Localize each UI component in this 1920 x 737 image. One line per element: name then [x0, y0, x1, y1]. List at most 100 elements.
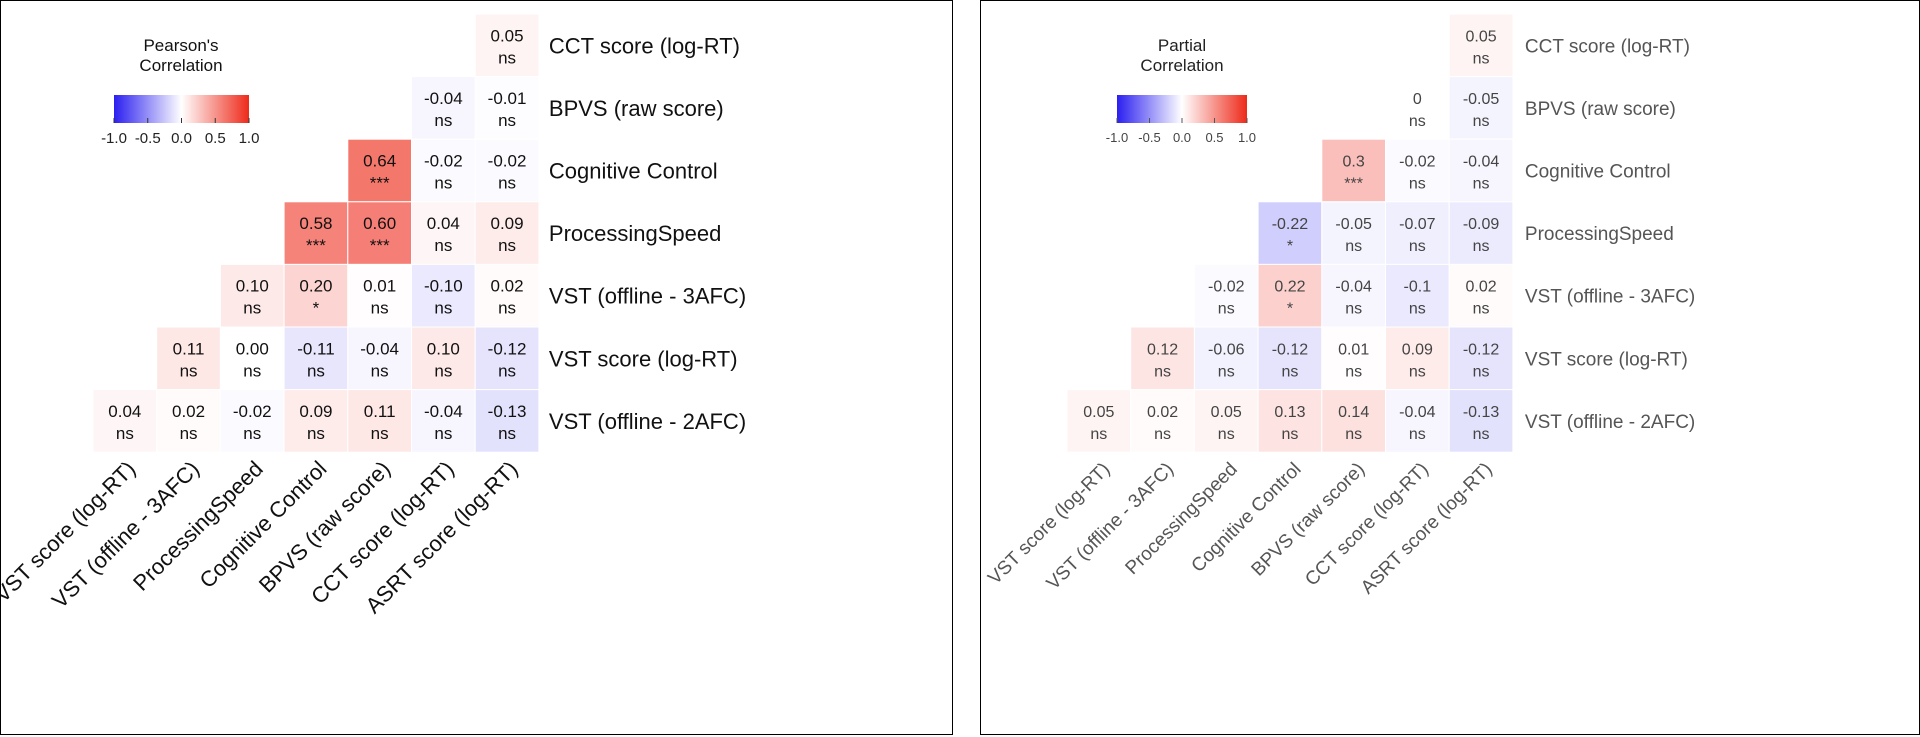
cell-value-label: 0.05 [491, 26, 524, 45]
heatmap-cell [156, 326, 221, 391]
legend-title-line: Pearson's [143, 36, 218, 55]
cell-significance-label: ns [498, 48, 516, 67]
cell-significance-label: ns [434, 111, 452, 130]
cell-significance-label: ns [371, 361, 389, 380]
column-label: BPVS (raw score) [1248, 459, 1370, 581]
cell-value-label: 0.05 [1465, 28, 1496, 45]
cell-value-label: 0.02 [491, 277, 524, 296]
column-label: ASRT score (log-RT) [1357, 459, 1497, 599]
cell-value-label: -0.02 [233, 402, 272, 421]
cell-value-label: 0.12 [1147, 341, 1178, 358]
cell-value-label: 0.60 [363, 214, 396, 233]
heatmap-cell [1385, 389, 1450, 453]
cell-value-label: 0.02 [1465, 279, 1496, 296]
cell-significance-label: ns [1409, 176, 1426, 193]
cell-value-label: 0.20 [299, 277, 332, 296]
row-label: VST (offline - 3AFC) [549, 284, 746, 309]
heatmap-cell [1385, 326, 1450, 391]
cell-significance-label: ns [1473, 426, 1490, 443]
heatmap-cell [156, 389, 221, 453]
legend-tick-label: -1.0 [1106, 130, 1128, 145]
cell-significance-label: ns [1473, 176, 1490, 193]
heatmap-cell [1130, 326, 1195, 391]
heatmap-cell [347, 326, 412, 391]
cell-significance-label: ns [1218, 301, 1235, 318]
row-label: Cognitive Control [1525, 162, 1671, 183]
cell-value-label: 0.09 [1402, 341, 1433, 358]
cell-value-label: -0.07 [1399, 216, 1436, 233]
heatmap-cell [1385, 201, 1450, 265]
row-label: CCT score (log-RT) [1525, 36, 1690, 57]
legend-tick-label: -0.5 [1138, 130, 1160, 145]
heatmap-cell [1257, 326, 1323, 391]
cell-value-label: 0.11 [173, 339, 205, 358]
cell-value-label: -0.22 [1272, 216, 1309, 233]
cell-value-label: -0.10 [424, 277, 463, 296]
cell-significance-label: ns [1473, 50, 1490, 67]
cell-value-label: -0.04 [1463, 154, 1500, 171]
cell-value-label: 0.01 [363, 277, 396, 296]
legend-tick-label: -0.5 [135, 130, 161, 147]
heatmap-cell [1130, 389, 1195, 453]
cell-significance-label: * [1287, 301, 1293, 318]
row-label: BPVS (raw score) [549, 96, 724, 121]
column-label: CCT score (log-RT) [1301, 459, 1433, 591]
cell-value-label: -0.04 [1399, 404, 1436, 421]
heatmap-cell [474, 389, 540, 453]
cell-value-label: -0.12 [1463, 341, 1500, 358]
cell-significance-label: ns [434, 299, 452, 318]
cell-significance-label: ns [1154, 426, 1171, 443]
cell-significance-label: ns [498, 174, 516, 193]
cell-significance-label: ns [434, 236, 452, 255]
cell-value-label: -0.05 [1463, 91, 1500, 108]
heatmap-cell [283, 201, 349, 265]
heatmap-cell [283, 389, 349, 453]
cell-value-label: -0.02 [424, 152, 463, 171]
legend-tick-label: 0.5 [1205, 130, 1223, 145]
cell-value-label: 0.04 [108, 402, 141, 421]
heatmap-cell [1257, 263, 1323, 328]
heatmap-cell [1321, 389, 1386, 453]
row-label: VST score (log-RT) [549, 346, 738, 371]
heatmap-cell [1321, 326, 1386, 391]
heatmap-cell [219, 389, 285, 453]
cell-value-label: -0.11 [297, 339, 335, 358]
row-label: BPVS (raw score) [1525, 99, 1676, 120]
cell-significance-label: ns [243, 361, 261, 380]
cell-significance-label: ns [498, 299, 516, 318]
column-label: VST (offline - 3AFC) [1043, 459, 1178, 594]
cell-significance-label: ns [1473, 363, 1490, 380]
cell-significance-label: *** [370, 236, 390, 255]
heatmap-cell [1385, 263, 1450, 328]
row-label: VST (offline - 2AFC) [549, 409, 746, 434]
cell-value-label: 0.04 [427, 214, 460, 233]
cell-value-label: -0.02 [488, 152, 527, 171]
cell-significance-label: ns [1154, 363, 1171, 380]
heatmap-cell [283, 263, 349, 328]
partial-correlation-panel: Partial Correlation -1.0 -0.5 0.0 0.5 1.0 0.05 n… [980, 0, 1920, 735]
row-label: ProcessingSpeed [1525, 224, 1674, 245]
heatmap-cell [474, 138, 540, 203]
row-label: ProcessingSpeed [549, 221, 721, 246]
heatmap-cell [347, 389, 412, 453]
cell-significance-label: ns [243, 299, 261, 318]
cell-value-label: 0.10 [427, 339, 460, 358]
cell-significance-label: ns [1409, 113, 1426, 130]
cell-value-label: 0.3 [1343, 154, 1365, 171]
heatmap-cell [411, 326, 476, 391]
heatmap-cell [474, 13, 540, 78]
cell-significance-label: * [313, 299, 320, 318]
heatmap-cell [1066, 389, 1132, 453]
heatmap-cell [474, 76, 540, 140]
cell-value-label: 0.09 [491, 214, 524, 233]
cell-significance-label: ns [1345, 238, 1362, 255]
cell-value-label: -0.09 [1463, 216, 1500, 233]
cell-value-label: -0.04 [360, 339, 399, 358]
heatmap-cell [283, 326, 349, 391]
legend-tick-label: 1.0 [239, 130, 260, 147]
cell-value-label: -0.04 [1335, 279, 1372, 296]
cell-significance-label: ns [1090, 426, 1107, 443]
cell-value-label: 0.02 [172, 402, 205, 421]
heatmap-cell [474, 326, 540, 391]
